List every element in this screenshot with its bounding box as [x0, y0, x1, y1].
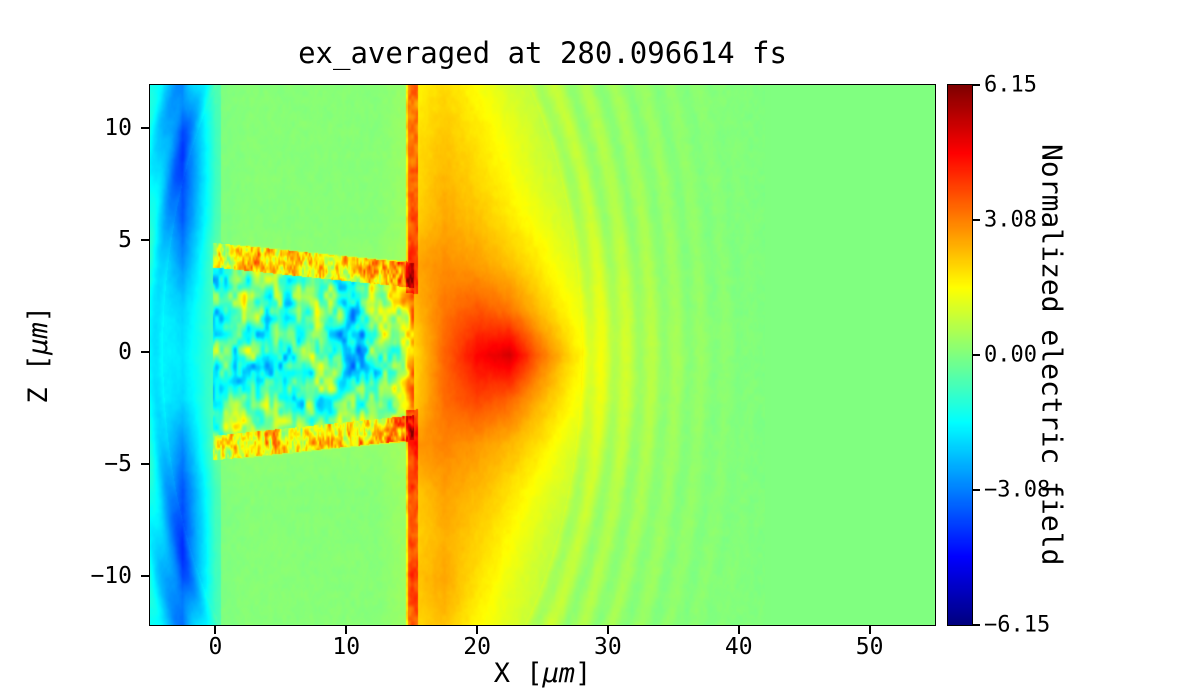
- x-tick-label: 30: [594, 634, 622, 660]
- y-tick-label: 10: [104, 114, 132, 141]
- colorbar-label-text: Normalized electric field: [1035, 144, 1069, 566]
- colorbar-tick-label: −3.08: [984, 477, 1051, 503]
- colorbar-tick-mark: [973, 354, 980, 356]
- heatmap-canvas: [149, 84, 936, 626]
- colorbar-tick-mark: [973, 624, 980, 626]
- x-tick-mark: [214, 626, 217, 634]
- x-tick-label: 40: [724, 634, 753, 660]
- x-tick-label: 50: [855, 634, 884, 660]
- x-axis-label-text: X [μm]: [493, 658, 592, 689]
- mu-unit: μm: [542, 658, 576, 689]
- colorbar-tick-mark: [973, 489, 980, 492]
- y-tick-label: −10: [90, 562, 132, 589]
- y-tick-label: −5: [104, 450, 132, 477]
- mu-unit: μm: [22, 322, 54, 355]
- y-tick-mark: [141, 350, 149, 353]
- x-tick-label: 10: [332, 634, 361, 660]
- x-tick-mark: [868, 626, 871, 634]
- y-axis-label-text: Z [μm]: [22, 306, 54, 404]
- x-tick-mark: [737, 626, 740, 634]
- colorbar-tick-mark: [973, 84, 980, 86]
- y-axis-label: Z [μm]: [16, 85, 60, 625]
- y-tick-label: 5: [118, 226, 132, 253]
- x-tick-mark: [606, 626, 609, 634]
- x-tick-mark: [345, 626, 348, 634]
- colorbar-tick-label: 3.08: [984, 207, 1037, 233]
- colorbar-tick-mark: [973, 218, 980, 221]
- colorbar-canvas: [947, 84, 973, 626]
- y-tick-mark: [141, 238, 149, 241]
- x-tick-mark: [476, 626, 479, 634]
- x-tick-label: 0: [208, 634, 223, 660]
- x-axis-label: X [μm]: [150, 658, 935, 689]
- colorbar-tick-label: 6.15: [984, 72, 1037, 98]
- x-tick-label: 20: [463, 634, 491, 660]
- colorbar-label: Normalized electric field: [1030, 85, 1074, 625]
- plot-title: ex_averaged at 280.096614 fs: [298, 36, 787, 70]
- y-tick-mark: [141, 574, 149, 577]
- y-tick-label: 0: [118, 338, 132, 365]
- y-tick-mark: [141, 126, 149, 129]
- colorbar-tick-label: −6.15: [984, 612, 1051, 638]
- y-tick-mark: [141, 462, 149, 465]
- colorbar-tick-label: 0.00: [984, 342, 1037, 368]
